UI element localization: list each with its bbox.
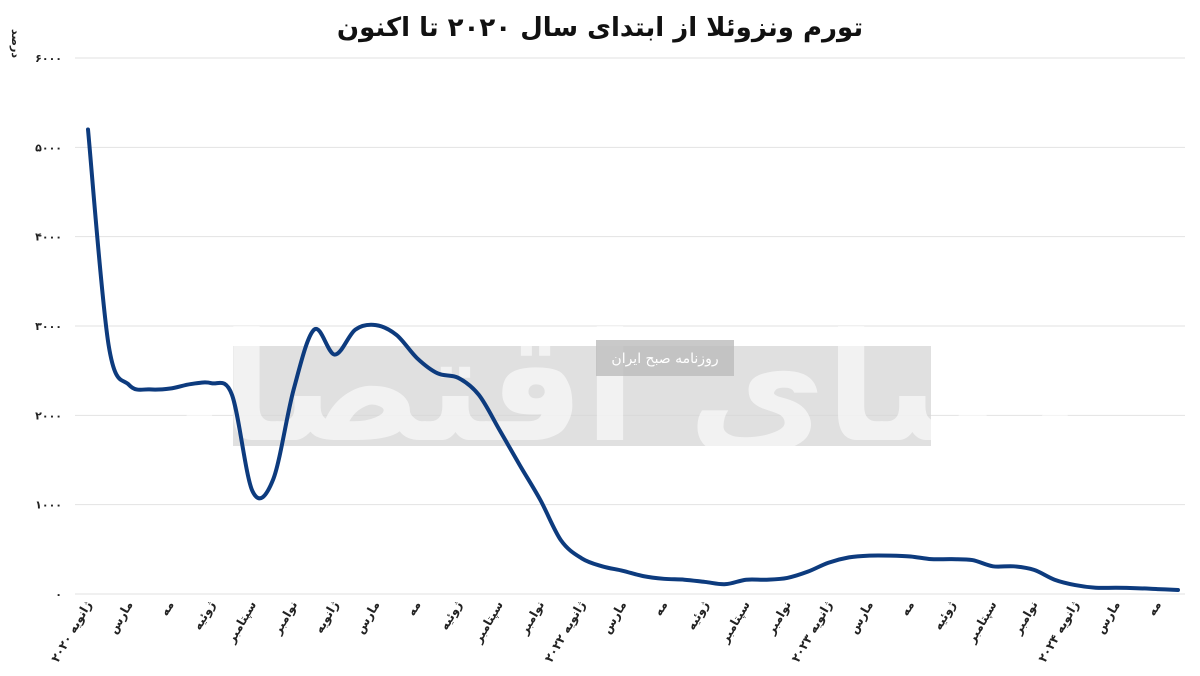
watermark: دنیای اقتصاد روزنامه صبح ایران	[144, 302, 1077, 476]
chart-title: تورم ونزوئلا از ابتدای سال ۲۰۲۰ تا اکنون	[337, 13, 863, 43]
y-tick-label: ۳۰۰۰	[35, 320, 62, 333]
watermark-text: دنیای اقتصاد	[144, 302, 1077, 476]
x-tick-label: مه	[898, 599, 917, 619]
x-tick-label: مه	[157, 599, 176, 619]
y-tick-label: ۰	[55, 588, 62, 601]
y-tick-label: ۴۰۰۰	[35, 231, 62, 244]
x-tick-label: مه	[404, 599, 423, 619]
y-tick-label: ۱۰۰۰	[35, 499, 62, 512]
y-axis-label: درصد	[9, 29, 22, 58]
watermark-band	[233, 346, 931, 446]
line	[86, 127, 1180, 592]
y-tick-label: ۶۰۰۰	[35, 52, 62, 65]
watermark-badge	[596, 340, 734, 376]
watermark-subtitle: روزنامه صبح ایران	[611, 351, 718, 367]
y-tick-label: ۲۰۰۰	[35, 409, 62, 422]
y-tick-label: ۵۰۰۰	[35, 141, 62, 154]
x-tick-label: مه	[1145, 599, 1164, 619]
x-tick-label: مه	[651, 599, 670, 619]
